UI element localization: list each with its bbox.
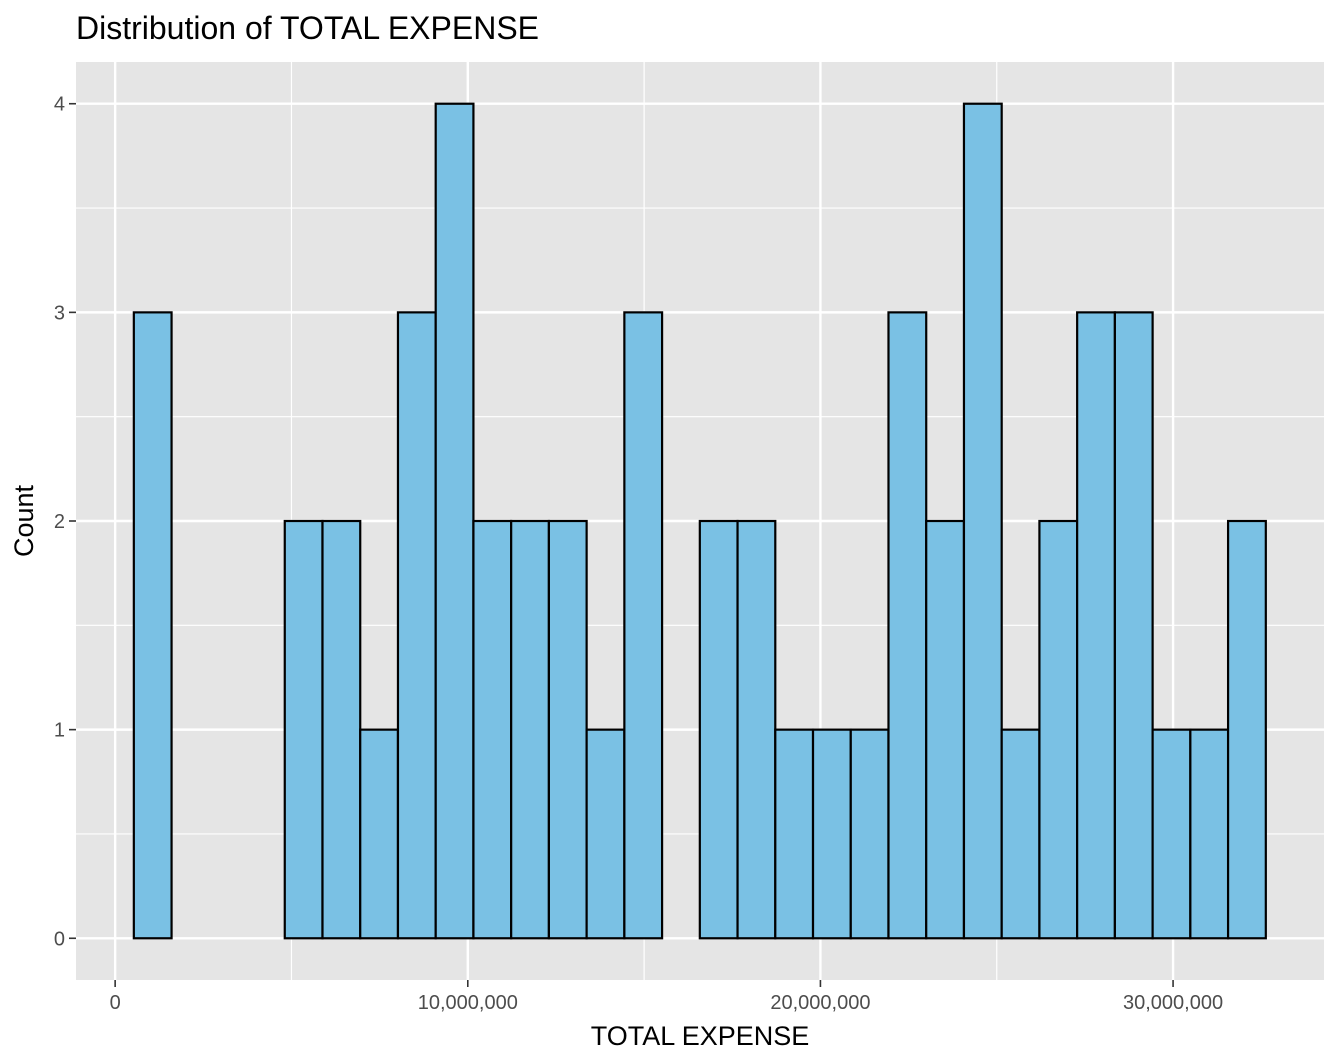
y-tick-label: 4 — [54, 94, 65, 116]
y-tick-label: 3 — [54, 302, 65, 324]
x-axis: 0 10,000,000 20,000,000 30,000,000 — [110, 980, 1223, 1014]
histogram-bar — [132, 311, 173, 940]
histogram-bar — [1226, 519, 1267, 940]
y-axis: 0 1 2 3 4 — [54, 94, 76, 950]
histogram-bar — [359, 728, 400, 940]
y-tick-label: 1 — [54, 720, 65, 742]
histogram-bar — [547, 519, 588, 940]
histogram-bar — [774, 728, 815, 940]
chart-title: Distribution of TOTAL EXPENSE — [76, 10, 539, 46]
histogram-bar — [1076, 311, 1116, 940]
histogram-bar — [1113, 311, 1154, 940]
histogram-bar — [736, 519, 777, 940]
histogram-bar — [396, 311, 437, 940]
histogram-bar — [321, 519, 362, 940]
y-tick-label: 2 — [54, 511, 65, 533]
histogram-bar — [1000, 728, 1041, 940]
histogram-bar — [887, 311, 928, 940]
x-axis-title: TOTAL EXPENSE — [591, 1021, 810, 1051]
histogram-bar — [585, 728, 626, 940]
histogram-bar — [1151, 728, 1192, 940]
histogram-bar — [472, 519, 513, 940]
x-tick-label: 30,000,000 — [1123, 992, 1223, 1014]
histogram-bar — [962, 102, 1003, 940]
histogram-bars — [132, 102, 1267, 940]
histogram-bar — [1038, 519, 1079, 940]
histogram-bar — [698, 519, 739, 940]
histogram-bar — [1189, 728, 1230, 940]
histogram-bar — [283, 519, 324, 940]
histogram-bar — [623, 311, 664, 940]
histogram-bar — [849, 728, 890, 940]
x-tick-label: 10,000,000 — [418, 992, 518, 1014]
y-axis-title: Count — [9, 484, 39, 557]
histogram-bar — [434, 102, 475, 940]
x-tick-label: 0 — [110, 992, 121, 1014]
histogram-bar — [510, 519, 550, 940]
histogram-bar — [925, 519, 966, 940]
x-tick-label: 20,000,000 — [770, 992, 870, 1014]
y-tick-label: 0 — [54, 928, 65, 950]
histogram-bar — [811, 728, 852, 940]
